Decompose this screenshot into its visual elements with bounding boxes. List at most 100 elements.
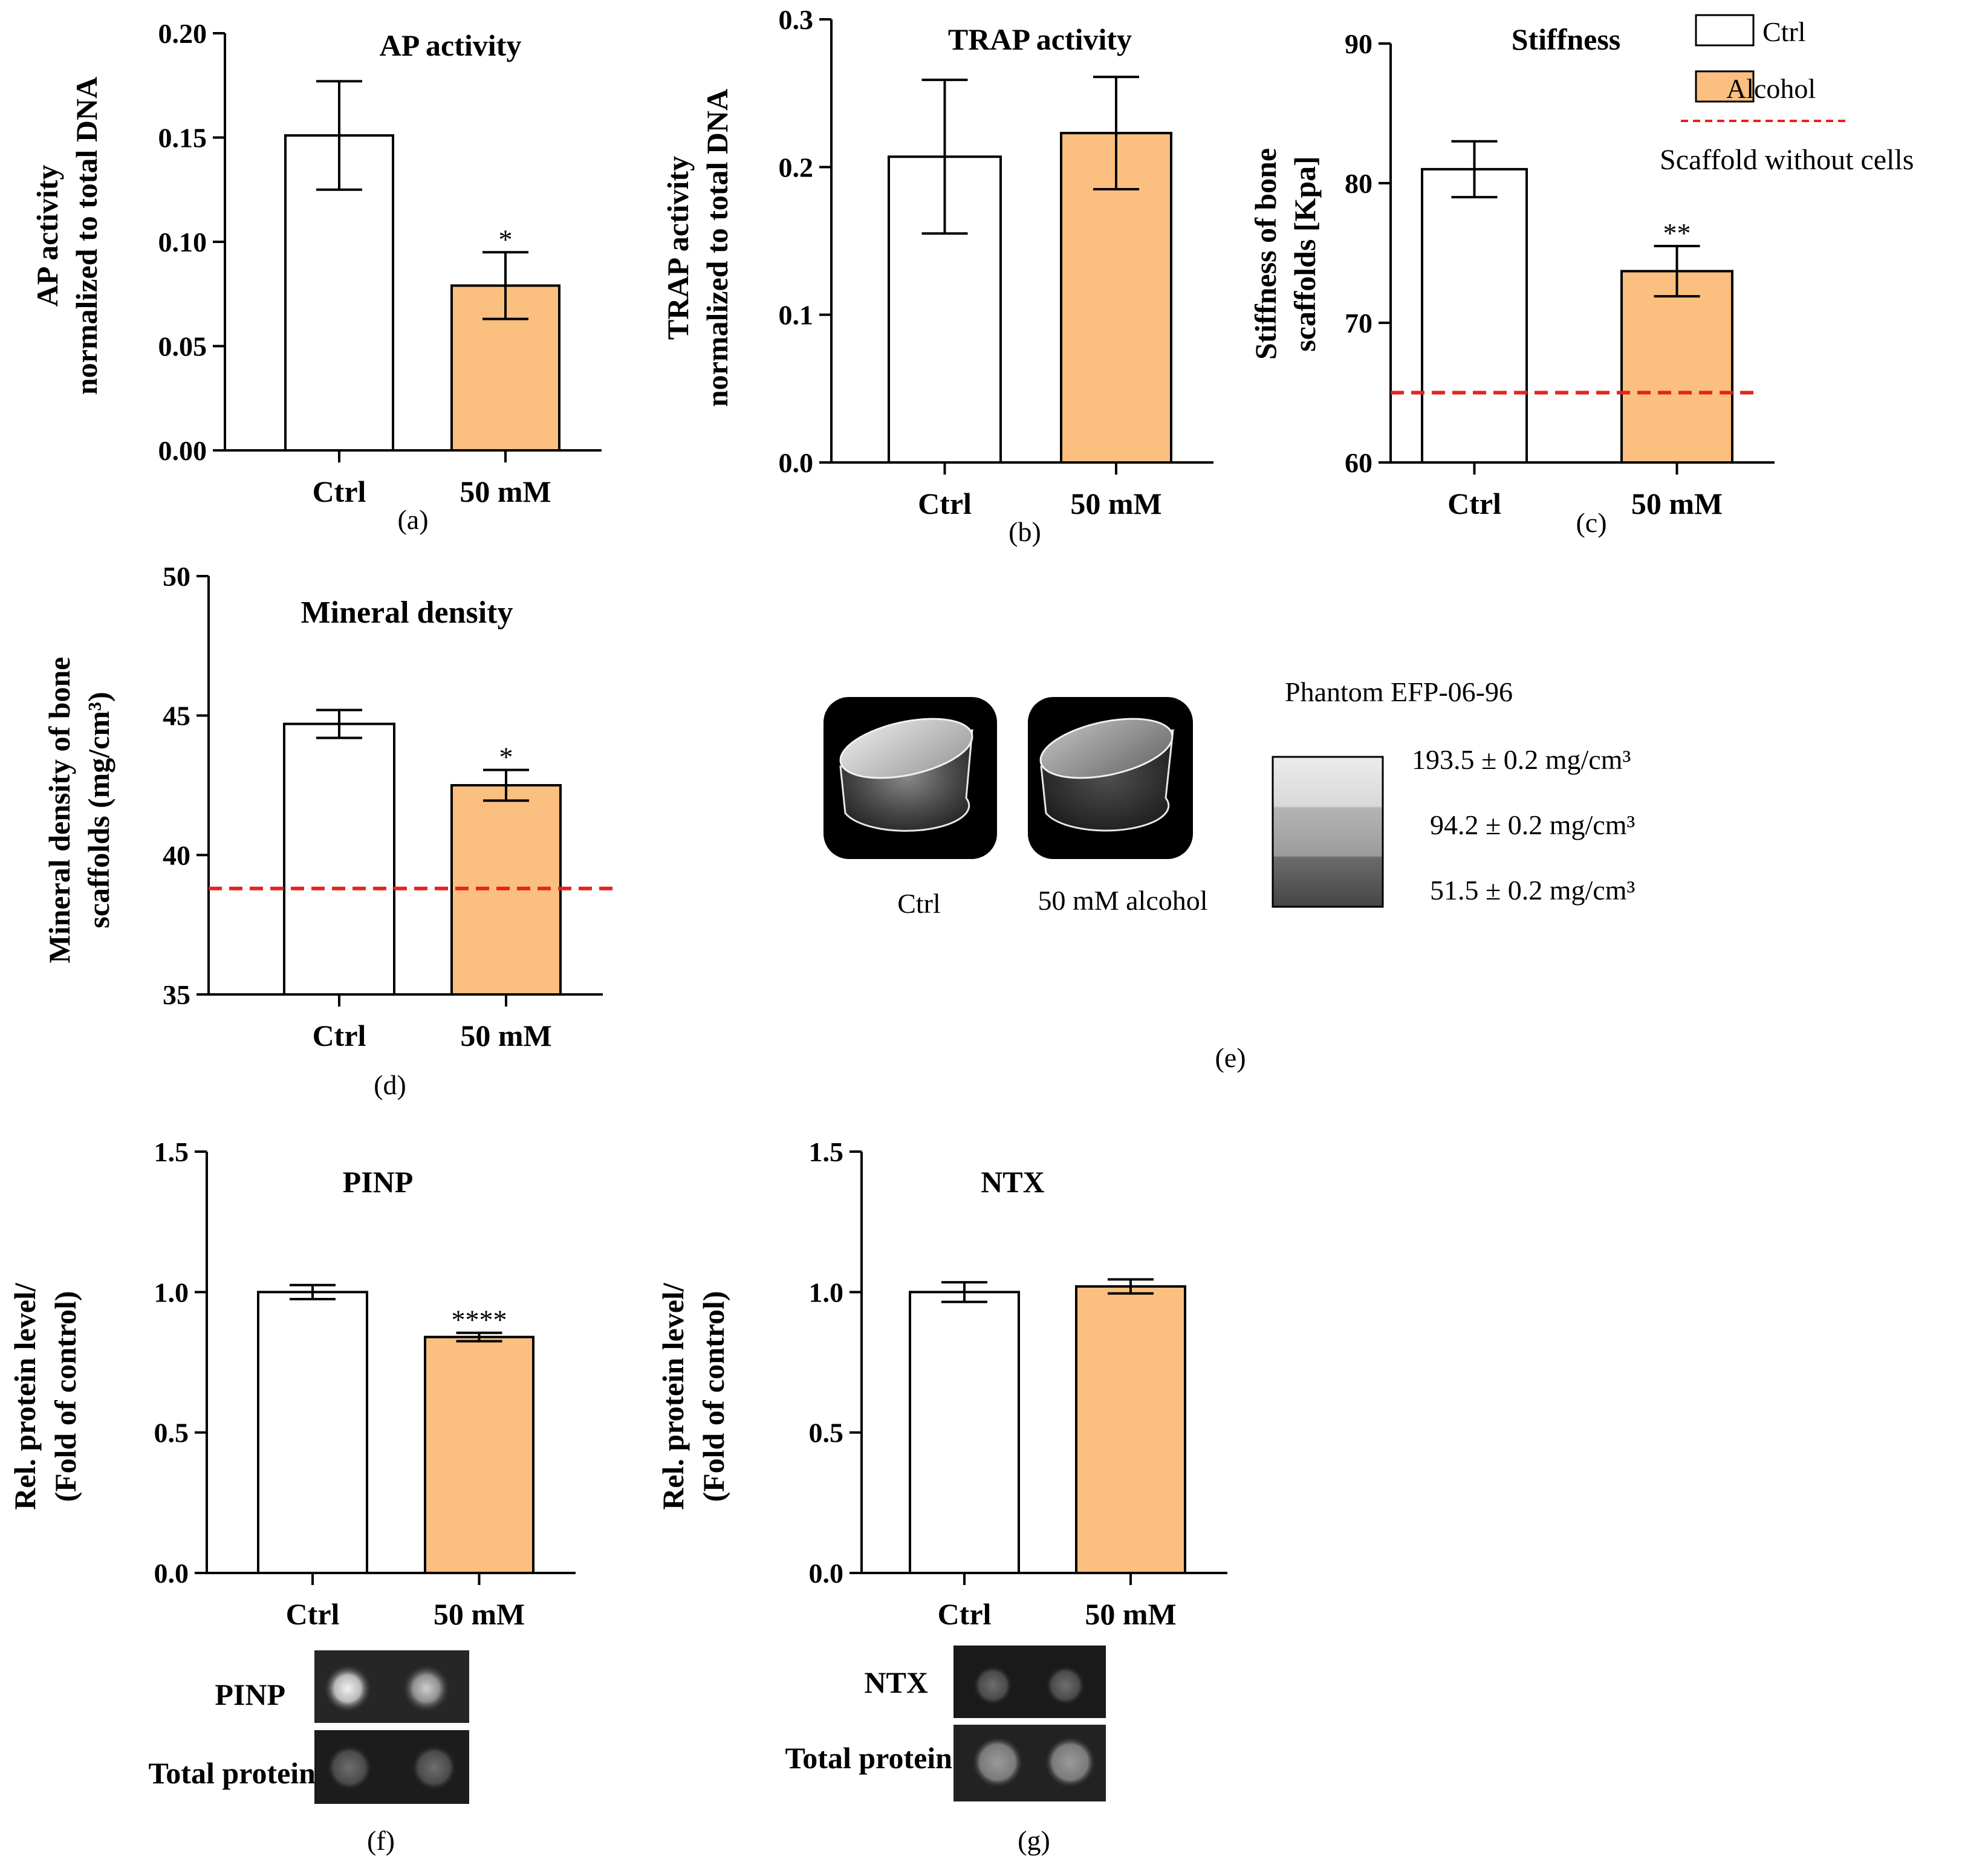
- panel-label: (c): [1576, 507, 1606, 538]
- y-tick-label: 80: [1345, 168, 1372, 199]
- y-tick-label: 0.2: [779, 152, 814, 183]
- y-axis-label-line2: scaffolds [Kpa]: [1288, 156, 1322, 352]
- y-tick-label: 0.0: [154, 1558, 189, 1589]
- y-axis-label-line1: Stiffness of bone: [1249, 148, 1282, 360]
- blot-pinp: PINP Total protein: [149, 1650, 469, 1804]
- significance-marker: ****: [452, 1305, 507, 1335]
- y-tick-label: 0.1: [779, 300, 814, 331]
- phantom-title: Phantom EFP-06-96: [1285, 676, 1513, 707]
- bar-ctrl: [257, 1291, 368, 1574]
- legend-swatch-alcohol: [1695, 70, 1755, 103]
- x-tick-label: 50 mM: [1070, 487, 1161, 520]
- y-tick-label: 0.10: [158, 227, 207, 258]
- panel-label: (e): [1215, 1042, 1246, 1073]
- panel-label: (a): [397, 504, 428, 535]
- x-tick-label: Ctrl: [286, 1597, 340, 1631]
- y-tick-label: 1.5: [809, 1137, 844, 1167]
- bar-alcohol: [1075, 1285, 1186, 1575]
- ct-label-alcohol: 50 mM alcohol: [1038, 885, 1207, 916]
- y-axis-label-line1: Rel. protein level/: [8, 1282, 42, 1509]
- chart-title: Stiffness: [1512, 22, 1621, 56]
- legend: Ctrl Alcohol Scaffold without cells: [1660, 14, 1914, 176]
- x-tick-label: Ctrl: [918, 487, 972, 520]
- legend-label-ctrl: Ctrl: [1762, 16, 1806, 47]
- blot-spot-alcohol: [402, 1664, 450, 1713]
- blot-label-target: PINP: [215, 1678, 285, 1711]
- y-tick-label: 40: [163, 840, 190, 871]
- bar-ctrl: [909, 1291, 1020, 1574]
- bar-alcohol: [424, 1335, 534, 1574]
- chart-title: TRAP activity: [948, 22, 1132, 56]
- y-tick-label: 0.3: [779, 4, 814, 35]
- blot-spot-total-alcohol: [1045, 1737, 1096, 1788]
- y-axis-label-line1: TRAP activity: [661, 156, 695, 340]
- y-axis-label-line2: (Fold of control): [697, 1291, 730, 1502]
- chart-mineral-density: Mineral density Mineral density of bone …: [42, 561, 614, 1100]
- y-tick-label: 1.0: [809, 1277, 844, 1308]
- chart-title: Mineral density: [301, 595, 513, 630]
- blot-label-target: NTX: [864, 1665, 928, 1699]
- blot-spot-total-ctrl: [326, 1745, 372, 1791]
- ct-label-ctrl: Ctrl: [897, 888, 941, 919]
- y-tick-label: 50: [163, 561, 190, 592]
- blot-spot-alcohol: [1045, 1665, 1085, 1705]
- x-tick-label: 50 mM: [434, 1597, 525, 1631]
- y-tick-label: 0.05: [158, 331, 207, 362]
- x-tick-label: 50 mM: [460, 1019, 551, 1052]
- blot-label-total: Total protein: [785, 1741, 953, 1775]
- x-tick-label: Ctrl: [313, 475, 366, 508]
- y-axis-label-line2: normalized to total DNA: [70, 77, 103, 395]
- significance-marker: **: [1663, 218, 1691, 248]
- x-tick-label: Ctrl: [313, 1019, 366, 1052]
- y-tick-label: 0.0: [779, 447, 814, 478]
- blot-ntx: NTX Total protein: [785, 1646, 1106, 1801]
- blot-spot-ctrl: [973, 1665, 1013, 1705]
- y-tick-label: 0.00: [158, 435, 207, 466]
- y-axis-label-line2: (Fold of control): [48, 1291, 82, 1502]
- y-axis-label-line2: normalized to total DNA: [700, 89, 734, 407]
- significance-marker: *: [499, 742, 513, 773]
- y-tick-label: 60: [1345, 447, 1372, 478]
- y-tick-label: 35: [163, 979, 190, 1010]
- y-tick-label: 0.5: [154, 1418, 189, 1448]
- blot-spot-total-alcohol: [411, 1745, 457, 1791]
- phantom-density-low: 51.5 ± 0.2 mg/cm³: [1430, 875, 1635, 906]
- y-tick-label: 0.0: [809, 1558, 844, 1589]
- bar-ctrl: [1421, 167, 1528, 464]
- y-tick-label: 45: [163, 701, 190, 731]
- chart-title: NTX: [981, 1165, 1045, 1199]
- legend-label-alcohol: Alcohol: [1726, 73, 1816, 104]
- y-axis-label-line1: Rel. protein level/: [656, 1282, 690, 1509]
- y-axis-label-line2: scaffolds (mg/cm³): [82, 692, 115, 928]
- significance-marker: *: [499, 224, 513, 255]
- y-tick-label: 0.20: [158, 18, 207, 49]
- panel-label: (b): [1009, 516, 1041, 547]
- y-axis-label: Stiffness of bone scaffolds [Kpa]: [1249, 148, 1322, 360]
- y-axis-label-line1: Mineral density of bone: [42, 657, 76, 964]
- chart-title: PINP: [343, 1165, 414, 1199]
- panel-label: (g): [1018, 1825, 1050, 1856]
- panel-label: (d): [374, 1069, 406, 1100]
- blot-spot-ctrl: [323, 1664, 372, 1713]
- y-tick-label: 0.5: [809, 1418, 844, 1448]
- legend-swatch-ctrl: [1695, 14, 1755, 47]
- y-axis-label: Rel. protein level/ (Fold of control): [8, 1282, 82, 1509]
- y-axis-label: AP activity normalized to total DNA: [30, 77, 103, 395]
- chart-title: AP activity: [380, 28, 522, 62]
- bar-alcohol: [1620, 270, 1733, 464]
- chart-ntx: NTX Rel. protein level/ (Fold of control…: [656, 1137, 1227, 1856]
- x-tick-label: 50 mM: [460, 475, 551, 508]
- chart-pinp: PINP Rel. protein level/ (Fold of contro…: [8, 1137, 576, 1856]
- y-tick-label: 0.15: [158, 123, 207, 154]
- blot-spot-total-ctrl: [972, 1737, 1023, 1788]
- y-axis-label: TRAP activity normalized to total DNA: [661, 89, 734, 407]
- phantom-image: [1272, 756, 1384, 908]
- x-tick-label: 50 mM: [1631, 487, 1723, 520]
- y-axis-label-line1: AP activity: [30, 165, 64, 307]
- y-tick-label: 1.0: [154, 1277, 189, 1308]
- phantom-density-high: 193.5 ± 0.2 mg/cm³: [1412, 744, 1631, 775]
- ct-image-ctrl: [823, 697, 997, 859]
- legend-label-reference: Scaffold without cells: [1660, 144, 1914, 176]
- x-tick-label: 50 mM: [1085, 1597, 1176, 1631]
